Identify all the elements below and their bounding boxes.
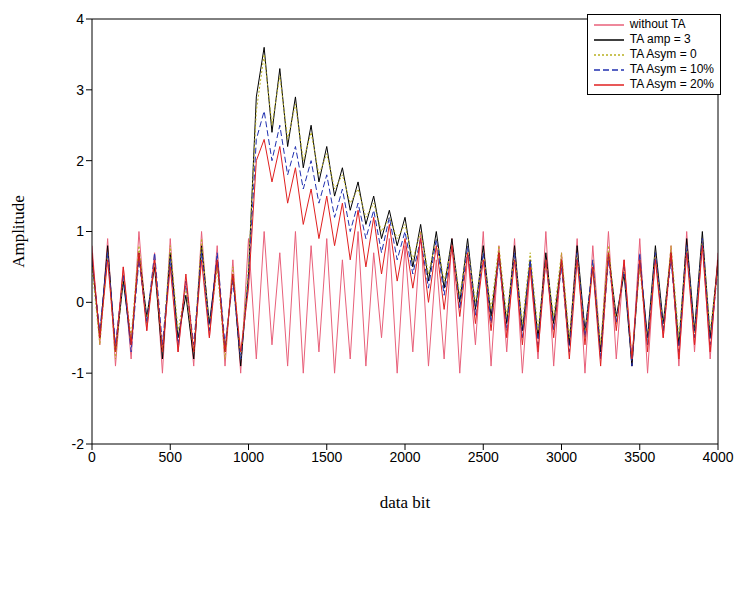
svg-text:3500: 3500: [624, 449, 655, 465]
svg-text:4000: 4000: [702, 449, 733, 465]
svg-text:2: 2: [76, 153, 84, 169]
svg-text:2000: 2000: [389, 449, 420, 465]
svg-text:0: 0: [76, 294, 84, 310]
svg-text:4: 4: [76, 11, 84, 27]
svg-text:0: 0: [88, 449, 96, 465]
svg-text:Amplitude: Amplitude: [9, 195, 28, 268]
svg-text:2500: 2500: [468, 449, 499, 465]
svg-text:-2: -2: [72, 436, 85, 452]
svg-text:1: 1: [76, 223, 84, 239]
svg-text:data bit: data bit: [380, 493, 431, 512]
html-text:TA Asym = 0: TA Asym = 0: [629, 47, 697, 61]
svg-text:-1: -1: [72, 365, 85, 381]
html-text:without TA: without TA: [629, 17, 686, 31]
html-text:TA Asym = 20%: TA Asym = 20%: [629, 77, 714, 91]
svg-text:3: 3: [76, 82, 84, 98]
svg-text:3000: 3000: [546, 449, 577, 465]
svg-text:1000: 1000: [233, 449, 264, 465]
html-text:TA Asym = 10%: TA Asym = 10%: [629, 62, 714, 76]
html-text:TA amp = 3: TA amp = 3: [629, 32, 691, 46]
svg-text:500: 500: [159, 449, 183, 465]
svg-text:1500: 1500: [311, 449, 342, 465]
